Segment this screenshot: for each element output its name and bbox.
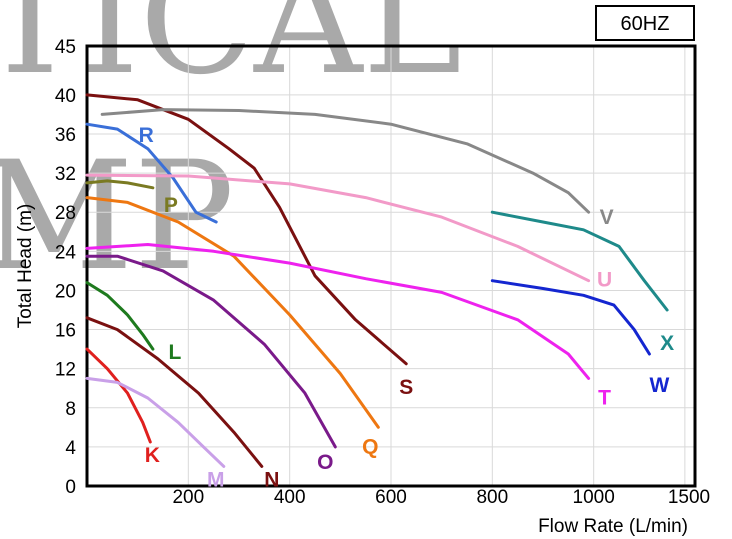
series-line-p: [85, 179, 155, 190]
x-tick-label: 600: [375, 487, 407, 508]
y-tick-label: 0: [65, 477, 76, 498]
y-tick-label: 36: [55, 125, 76, 146]
x-tick-label: 200: [172, 487, 204, 508]
series-line-r: [85, 122, 218, 224]
series-label-k: K: [145, 444, 160, 467]
y-tick-label: 32: [55, 164, 76, 185]
series-label-n: N: [264, 468, 279, 491]
series-label-p: P: [164, 194, 178, 217]
plot-frame: [85, 44, 697, 488]
frequency-badge: 60HZ: [595, 5, 695, 41]
series-label-t: T: [598, 386, 611, 409]
series-label-o: O: [317, 451, 333, 474]
series-label-q: Q: [362, 435, 378, 458]
badge-label: 60HZ: [621, 13, 670, 35]
series-labels: K M N L O P R Q S V U T XW: [139, 124, 675, 491]
series-label-s: S: [399, 376, 413, 399]
series-label-x: X: [660, 332, 674, 355]
y-tick-label: 28: [55, 203, 76, 224]
y-axis-label: Total Head (m): [15, 204, 36, 329]
series-label-l: L: [168, 341, 181, 364]
y-tick-label: 45: [55, 37, 76, 58]
series-line-k: [85, 347, 152, 444]
series-lines: [85, 93, 669, 468]
y-tick-labels: 0 4 8 12 16 20 24 28 32 36 40 45: [55, 37, 77, 498]
y-tick-label: 20: [55, 281, 76, 302]
series-label-m: M: [207, 468, 225, 491]
watermark-text-2: MP: [0, 130, 235, 304]
y-tick-label: 8: [65, 399, 76, 420]
series-line-x: [490, 210, 669, 312]
watermark: TICAL MP: [0, 0, 462, 304]
series-line-v: [100, 108, 591, 214]
series-line-t: [85, 243, 591, 380]
series-line-u: [85, 173, 591, 283]
series-line-w: [490, 279, 651, 356]
series-label-w: W: [649, 374, 669, 397]
series-line-l: [85, 281, 155, 351]
badge-box: [595, 5, 695, 41]
series-line-q: [85, 196, 380, 429]
series-label-r: R: [139, 124, 154, 147]
x-tick-labels: 200 400 600 800 1000 1500: [172, 487, 710, 508]
series-line-s: [85, 93, 408, 366]
series-label-u: U: [597, 269, 612, 292]
x-tick-label: 1500: [668, 487, 710, 508]
series-line-n: [85, 316, 264, 468]
x-tick-label: 1000: [573, 487, 615, 508]
y-tick-label: 12: [55, 360, 76, 381]
x-axis-label: Flow Rate (L/min): [538, 516, 688, 537]
y-tick-label: 24: [55, 242, 77, 263]
x-tick-label: 800: [476, 487, 508, 508]
series-line-m: [85, 376, 226, 468]
series-label-v: V: [600, 206, 614, 229]
x-tick-label: 400: [274, 487, 306, 508]
y-tick-label: 40: [55, 86, 76, 107]
y-tick-label: 16: [55, 321, 76, 342]
grid: [87, 46, 695, 486]
series-line-o: [85, 254, 337, 449]
y-tick-label: 4: [65, 438, 76, 459]
watermark-text-1: TICAL: [0, 0, 462, 108]
